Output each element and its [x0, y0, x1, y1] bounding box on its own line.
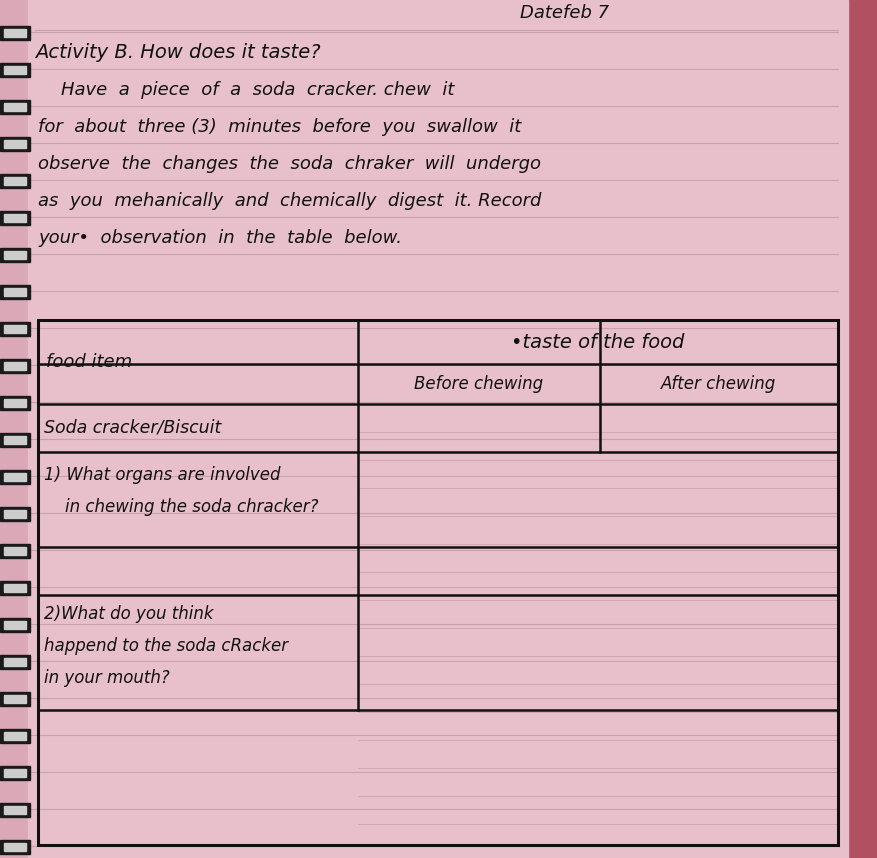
- Text: •taste of the food: •taste of the food: [510, 333, 684, 352]
- Bar: [0, 507, 30, 521]
- Bar: [4, 288, 26, 296]
- Bar: [0, 544, 30, 558]
- Bar: [0, 285, 30, 299]
- Bar: [4, 140, 26, 148]
- Text: Activity B. How does it taste?: Activity B. How does it taste?: [35, 43, 320, 62]
- Bar: [839, 0, 877, 858]
- Text: 2)What do you think: 2)What do you think: [44, 605, 213, 623]
- Bar: [4, 177, 26, 185]
- Bar: [4, 584, 26, 592]
- Text: Before chewing: Before chewing: [414, 375, 543, 393]
- Bar: [4, 732, 26, 740]
- Bar: [4, 29, 26, 37]
- Bar: [0, 63, 30, 77]
- Text: After chewing: After chewing: [660, 375, 776, 393]
- Bar: [0, 766, 30, 780]
- Bar: [0, 729, 30, 743]
- Text: Have  a  piece  of  a  soda  cracker. chew  it: Have a piece of a soda cracker. chew it: [38, 81, 454, 99]
- Bar: [4, 621, 26, 629]
- Text: Datefeb 7: Datefeb 7: [519, 4, 609, 22]
- Bar: [0, 396, 30, 410]
- Bar: [4, 843, 26, 851]
- Bar: [4, 214, 26, 222]
- Bar: [4, 251, 26, 259]
- Bar: [0, 322, 30, 336]
- Bar: [4, 658, 26, 666]
- Bar: [4, 806, 26, 814]
- Bar: [0, 840, 30, 854]
- Text: in your mouth?: in your mouth?: [44, 669, 169, 687]
- Text: as  you  mehanically  and  chemically  digest  it. Record: as you mehanically and chemically digest…: [38, 192, 541, 210]
- Text: happend to the soda cRacker: happend to the soda cRacker: [44, 637, 288, 655]
- Bar: [4, 362, 26, 370]
- Bar: [4, 399, 26, 407]
- Bar: [0, 655, 30, 669]
- Bar: [4, 547, 26, 555]
- Bar: [0, 137, 30, 151]
- Bar: [0, 174, 30, 188]
- Text: in chewing the soda chracker?: in chewing the soda chracker?: [44, 498, 318, 516]
- Bar: [4, 325, 26, 333]
- Bar: [0, 359, 30, 373]
- Bar: [0, 470, 30, 484]
- Bar: [0, 692, 30, 706]
- Bar: [4, 769, 26, 777]
- Bar: [4, 473, 26, 481]
- Bar: [4, 103, 26, 111]
- Bar: [0, 100, 30, 114]
- Text: your•  observation  in  the  table  below.: your• observation in the table below.: [38, 229, 402, 247]
- Text: food item: food item: [46, 353, 132, 371]
- Bar: [0, 211, 30, 225]
- Bar: [4, 695, 26, 703]
- Bar: [0, 248, 30, 262]
- Bar: [0, 581, 30, 595]
- Bar: [38, 320, 837, 845]
- Bar: [0, 803, 30, 817]
- Text: Soda cracker/Biscuit: Soda cracker/Biscuit: [44, 419, 221, 437]
- Bar: [4, 510, 26, 518]
- Bar: [0, 26, 30, 40]
- Bar: [0, 433, 30, 447]
- Text: for  about  three (3)  minutes  before  you  swallow  it: for about three (3) minutes before you s…: [38, 118, 521, 136]
- Bar: [0, 618, 30, 632]
- Text: observe  the  changes  the  soda  chraker  will  undergo: observe the changes the soda chraker wil…: [38, 155, 540, 173]
- Bar: [4, 436, 26, 444]
- Text: 1) What organs are involved: 1) What organs are involved: [44, 466, 280, 484]
- Bar: [4, 66, 26, 74]
